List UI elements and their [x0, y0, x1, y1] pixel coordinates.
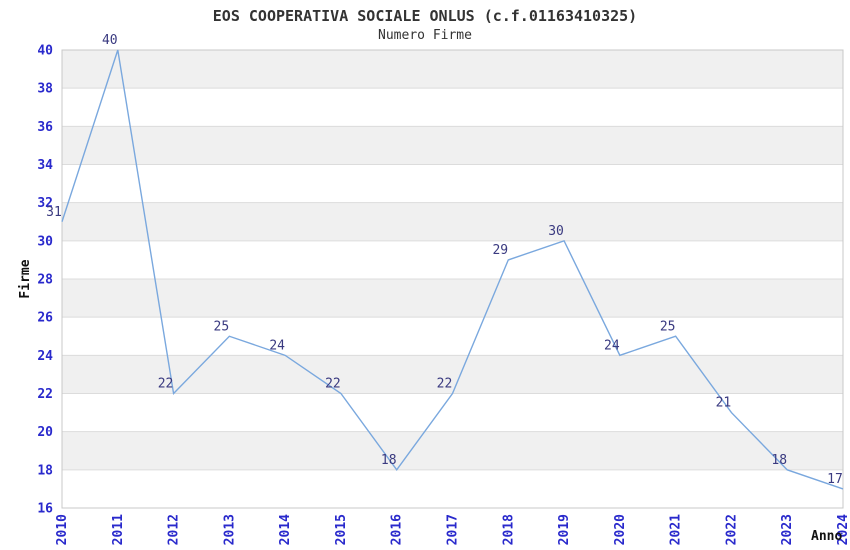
y-tick-label: 30 — [37, 234, 53, 249]
x-tick-label: 2017 — [446, 514, 461, 545]
x-tick-label: 2010 — [55, 514, 70, 545]
x-axis-title: Anno — [811, 529, 843, 544]
data-point-label: 29 — [492, 243, 508, 258]
data-point-label: 18 — [771, 453, 787, 468]
data-point-label: 17 — [827, 472, 843, 487]
x-tick-label: 2024 — [836, 514, 850, 545]
data-point-label: 21 — [716, 396, 732, 411]
plot-band — [62, 431, 843, 470]
x-tick-label: 2011 — [111, 514, 126, 545]
data-point-label: 24 — [604, 338, 620, 353]
y-tick-label: 24 — [37, 349, 53, 364]
data-point-label: 22 — [325, 377, 341, 392]
x-tick-label: 2021 — [669, 514, 684, 545]
x-tick-label: 2014 — [278, 514, 293, 545]
data-point-label: 18 — [381, 453, 397, 468]
chart-title: EOS COOPERATIVA SOCIALE ONLUS (c.f.01163… — [212, 7, 638, 25]
x-tick-label: 2015 — [334, 514, 349, 545]
y-tick-label: 16 — [37, 502, 53, 517]
x-tick-label: 2020 — [613, 514, 628, 545]
y-tick-label: 20 — [37, 425, 53, 440]
plot-band — [62, 279, 843, 318]
x-tick-label: 2022 — [724, 514, 739, 545]
y-tick-label: 28 — [37, 273, 53, 288]
data-point-label: 40 — [102, 33, 118, 48]
y-tick-label: 26 — [37, 311, 53, 326]
data-point-label: 22 — [158, 377, 174, 392]
data-point-label: 30 — [548, 224, 564, 239]
plot-band — [62, 126, 843, 165]
data-point-label: 31 — [46, 205, 62, 220]
plot-band — [62, 50, 843, 89]
data-line — [61, 49, 844, 490]
data-point-label: 24 — [269, 338, 285, 353]
x-tick-label: 2016 — [390, 514, 405, 545]
y-tick-label: 40 — [37, 44, 53, 59]
y-tick-label: 18 — [37, 463, 53, 478]
plot-border — [61, 49, 844, 509]
plot-band — [62, 202, 843, 241]
x-tick-label: 2018 — [501, 514, 516, 545]
x-tick-label: 2012 — [167, 514, 182, 545]
chart-subtitle: Numero Firme — [378, 28, 472, 43]
data-point-label: 25 — [214, 319, 230, 334]
x-tick-label: 2023 — [780, 514, 795, 545]
x-tick-label: 2013 — [222, 514, 237, 545]
y-tick-label: 34 — [37, 158, 53, 173]
y-tick-label: 36 — [37, 120, 53, 135]
x-tick-label: 2019 — [557, 514, 572, 545]
y-tick-label: 32 — [37, 196, 53, 211]
data-point-label: 22 — [437, 377, 453, 392]
y-tick-label: 38 — [37, 82, 53, 97]
data-point-label: 25 — [660, 319, 676, 334]
y-tick-label: 22 — [37, 387, 53, 402]
